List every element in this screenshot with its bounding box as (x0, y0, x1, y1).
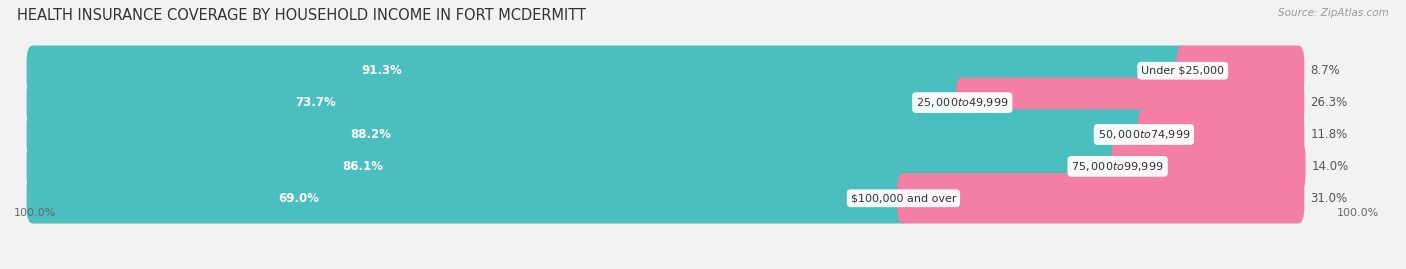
Text: 26.3%: 26.3% (1310, 96, 1348, 109)
FancyBboxPatch shape (27, 141, 1305, 192)
FancyBboxPatch shape (1177, 45, 1305, 96)
FancyBboxPatch shape (956, 77, 1305, 128)
FancyBboxPatch shape (1111, 141, 1306, 192)
Text: HEALTH INSURANCE COVERAGE BY HOUSEHOLD INCOME IN FORT MCDERMITT: HEALTH INSURANCE COVERAGE BY HOUSEHOLD I… (17, 8, 586, 23)
FancyBboxPatch shape (27, 173, 1305, 224)
Text: 86.1%: 86.1% (342, 160, 384, 173)
FancyBboxPatch shape (27, 77, 969, 128)
Text: $25,000 to $49,999: $25,000 to $49,999 (917, 96, 1008, 109)
FancyBboxPatch shape (27, 45, 1189, 96)
Text: Source: ZipAtlas.com: Source: ZipAtlas.com (1278, 8, 1389, 18)
FancyBboxPatch shape (27, 77, 1305, 128)
FancyBboxPatch shape (1137, 109, 1305, 160)
Text: $100,000 and over: $100,000 and over (851, 193, 956, 203)
Text: 11.8%: 11.8% (1310, 128, 1348, 141)
Text: 8.7%: 8.7% (1310, 64, 1340, 77)
Text: 91.3%: 91.3% (361, 64, 402, 77)
Text: 100.0%: 100.0% (14, 208, 56, 218)
Text: 100.0%: 100.0% (1337, 208, 1379, 218)
Text: $75,000 to $99,999: $75,000 to $99,999 (1071, 160, 1164, 173)
FancyBboxPatch shape (27, 173, 910, 224)
FancyBboxPatch shape (27, 45, 1305, 96)
FancyBboxPatch shape (897, 173, 1305, 224)
FancyBboxPatch shape (27, 141, 1123, 192)
Text: 31.0%: 31.0% (1310, 192, 1347, 205)
FancyBboxPatch shape (27, 109, 1305, 160)
FancyBboxPatch shape (27, 109, 1150, 160)
Text: 14.0%: 14.0% (1312, 160, 1348, 173)
Text: 88.2%: 88.2% (350, 128, 391, 141)
Text: 69.0%: 69.0% (278, 192, 319, 205)
Text: $50,000 to $74,999: $50,000 to $74,999 (1098, 128, 1189, 141)
Text: Under $25,000: Under $25,000 (1142, 66, 1225, 76)
Text: 73.7%: 73.7% (295, 96, 336, 109)
